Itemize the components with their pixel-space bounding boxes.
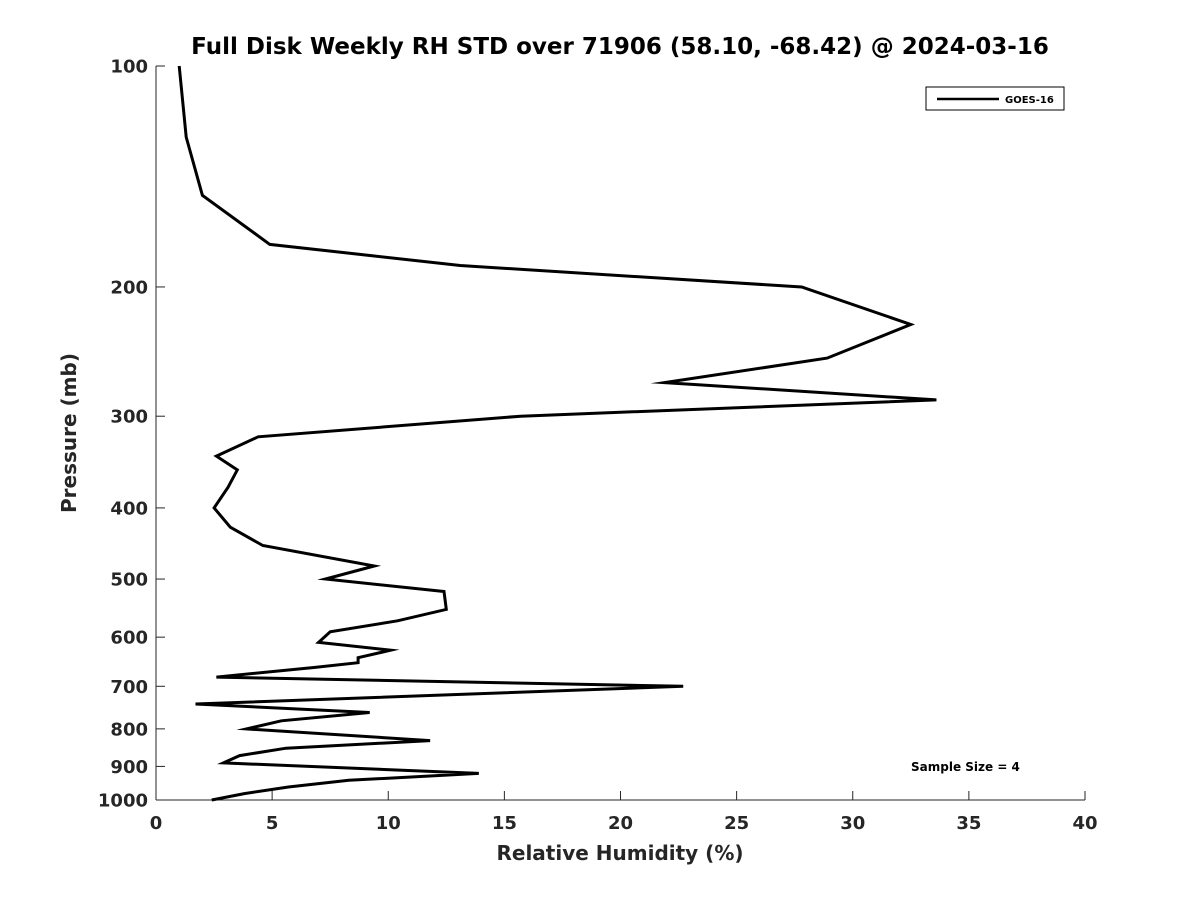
x-tick-label: 35 (956, 813, 981, 834)
x-tick-label: 5 (266, 813, 279, 834)
y-tick-label: 1000 (98, 791, 148, 812)
chart-title: Full Disk Weekly RH STD over 71906 (58.1… (191, 34, 1049, 60)
x-tick-label: 10 (376, 813, 401, 834)
y-axis-label: Pressure (mb) (57, 353, 81, 513)
legend-label-goes-16: GOES-16 (1005, 95, 1054, 106)
y-tick-label: 300 (110, 407, 148, 428)
x-tick-label: 40 (1072, 813, 1097, 834)
series-line-goes-16 (177, 65, 937, 802)
x-tick-label: 25 (724, 813, 749, 834)
x-tick-label: 15 (492, 813, 517, 834)
x-axis-label: Relative Humidity (%) (496, 841, 743, 865)
sample-size-annotation: Sample Size = 4 (911, 760, 1020, 774)
y-tick-label: 900 (110, 757, 148, 778)
x-tick-label: 0 (150, 813, 163, 834)
x-tick-label: 20 (608, 813, 633, 834)
y-tick-label: 400 (110, 498, 148, 519)
y-tick-label: 600 (110, 628, 148, 649)
y-tick-label: 800 (110, 719, 148, 740)
x-tick-label: 30 (840, 813, 865, 834)
y-tick-label: 200 (110, 277, 148, 298)
x-ticks: 0 5 10 15 20 25 30 35 40 (150, 791, 1098, 834)
y-tick-label: 700 (110, 677, 148, 698)
legend: GOES-16 (925, 86, 1065, 111)
y-ticks: 100 200 300 400 500 600 700 800 900 1000 (98, 57, 165, 812)
series-layer (177, 65, 937, 802)
y-tick-label: 100 (110, 57, 148, 78)
y-tick-label: 500 (110, 570, 148, 591)
